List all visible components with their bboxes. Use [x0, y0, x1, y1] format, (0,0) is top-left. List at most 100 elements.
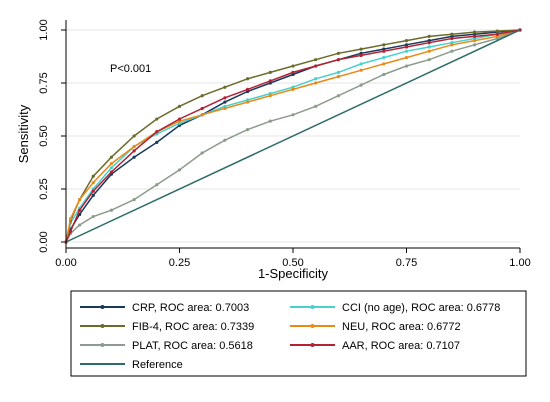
data-point [473, 43, 477, 47]
data-point [268, 70, 272, 74]
x-tick-label: 0.50 [282, 257, 303, 269]
legend: CRP, ROC area: 0.7003 CCI (no age), ROC a… [80, 302, 500, 371]
data-point [200, 113, 204, 117]
data-point [404, 64, 409, 68]
data-point [473, 30, 477, 34]
legend-entry-label: CCI (no age), ROC area: 0.6778 [342, 302, 500, 314]
data-point [359, 47, 363, 51]
data-point [450, 32, 454, 36]
data-point [177, 117, 182, 121]
data-point [177, 104, 182, 108]
data-point [427, 45, 431, 49]
y-tick-label: 0.25 [38, 178, 50, 199]
data-point [336, 51, 340, 55]
legend-marker [100, 305, 105, 309]
legend-marker [100, 343, 105, 347]
data-point [404, 49, 409, 53]
x-tick-label: 0.25 [169, 257, 190, 269]
legend-marker [310, 305, 315, 309]
data-point [314, 77, 318, 81]
data-point [291, 87, 295, 91]
data-point [382, 62, 386, 66]
series-line-6 [65, 29, 521, 243]
data-point [314, 58, 318, 62]
data-point [78, 198, 82, 202]
legend-entry-label: CRP, ROC area: 0.7003 [132, 302, 249, 314]
data-point [155, 183, 159, 187]
data-point [404, 45, 409, 49]
data-point [223, 96, 227, 100]
data-point [223, 138, 227, 142]
legend-entry-label: PLAT, ROC area: 0.5618 [132, 340, 253, 352]
data-point [359, 62, 363, 66]
data-point [291, 113, 295, 117]
data-point [155, 130, 159, 134]
data-point [177, 168, 182, 172]
data-point [109, 161, 113, 166]
data-point [132, 145, 136, 149]
data-point [336, 75, 340, 79]
data-point [450, 49, 454, 53]
x-tick-label: 1.00 [509, 257, 530, 269]
legend-entry-label: NEU, ROC area: 0.6772 [342, 321, 461, 333]
data-point [291, 64, 295, 68]
data-point [268, 79, 272, 83]
data-point [78, 223, 82, 227]
data-point [68, 217, 73, 221]
data-point [78, 208, 82, 212]
data-point [314, 64, 318, 68]
data-point [336, 94, 340, 98]
data-point [336, 58, 340, 62]
legend-marker [100, 324, 105, 328]
legend-box [70, 290, 527, 377]
data-point [268, 119, 272, 123]
data-point [91, 189, 95, 193]
x-tick-label: 0.00 [55, 257, 76, 269]
series-lines [64, 28, 522, 244]
data-point [450, 43, 454, 47]
y-tick-label: 0.00 [38, 231, 50, 252]
data-point [223, 85, 227, 89]
data-point [427, 49, 431, 53]
y-tick-label: 0.50 [38, 125, 50, 146]
data-point [382, 55, 386, 60]
data-point [382, 49, 386, 53]
y-tick-label: 1.00 [38, 19, 50, 40]
data-point [246, 87, 250, 91]
data-point [200, 151, 204, 155]
data-point [246, 100, 250, 104]
data-point [359, 83, 363, 87]
data-point [109, 208, 113, 212]
data-point [132, 134, 136, 138]
legend-marker [310, 343, 315, 347]
legend-entry-label: Reference [132, 359, 183, 371]
data-point [427, 41, 431, 45]
x-axis-ticks: 0.00 0.25 0.50 0.75 1.00 [55, 248, 531, 269]
data-point [473, 39, 477, 43]
data-point [268, 94, 272, 98]
x-axis-label: 1-Specificity [258, 266, 329, 281]
data-point [450, 36, 454, 41]
legend-marker [310, 324, 315, 328]
legend-entry-label: AAR, ROC area: 0.7107 [342, 340, 460, 352]
y-axis-ticks: 0.00 0.25 0.50 0.75 1.00 [38, 19, 66, 253]
data-point [404, 55, 409, 60]
data-point [404, 39, 409, 43]
x-tick-label: 0.75 [396, 257, 417, 269]
data-point [246, 77, 250, 81]
data-point [427, 58, 431, 62]
data-point [132, 155, 136, 159]
data-point [495, 32, 499, 36]
data-point [109, 166, 113, 170]
data-point [382, 43, 386, 47]
data-point [336, 70, 340, 74]
data-point [495, 29, 499, 33]
data-point [68, 229, 73, 233]
data-point [91, 174, 95, 178]
p-value-annotation: P<0.001 [110, 63, 151, 75]
data-point [132, 149, 136, 153]
data-point [109, 170, 113, 174]
data-point [359, 53, 363, 58]
y-tick-label: 0.75 [38, 72, 50, 93]
